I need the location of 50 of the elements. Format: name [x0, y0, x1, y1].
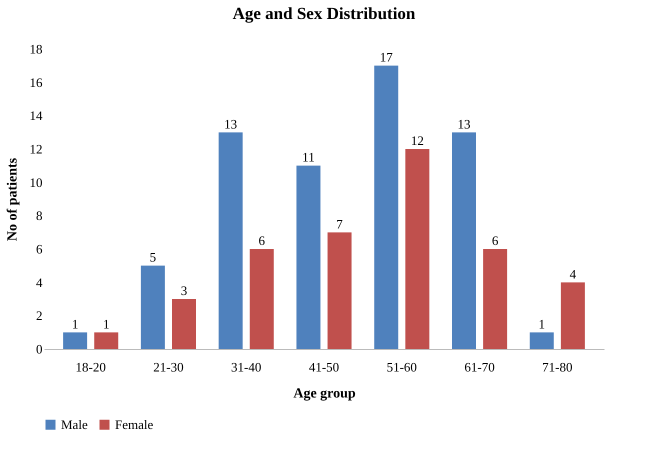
bar	[140, 266, 165, 349]
legend-label: Female	[115, 416, 154, 432]
bar	[405, 149, 430, 349]
data-label: 1	[102, 316, 110, 332]
y-tick-label: 12	[30, 142, 42, 156]
x-tick-label: 18-20	[75, 360, 106, 374]
y-tick-label: 18	[30, 42, 42, 56]
data-label: 1	[538, 316, 546, 332]
x-tick-label: 21-30	[153, 360, 184, 374]
x-tick-label: 51-60	[386, 360, 417, 374]
x-tick-label: 71-80	[542, 360, 573, 374]
data-label: 6	[258, 233, 266, 248]
y-tick-label: 14	[30, 108, 43, 124]
y-axis-title: No of patients	[6, 157, 20, 242]
y-tick-label: 16	[30, 74, 43, 90]
y-tick-label: 0	[36, 342, 42, 356]
bar	[483, 249, 508, 349]
data-label: 5	[150, 250, 156, 265]
bar	[172, 299, 196, 349]
bar	[63, 332, 88, 349]
bar	[374, 66, 398, 349]
data-label: 6	[492, 233, 499, 248]
data-label: 17	[380, 50, 394, 65]
x-tick-label: 41-50	[308, 360, 340, 374]
bar	[218, 132, 243, 349]
y-tick-label: 6	[36, 242, 43, 256]
data-label: 1	[72, 316, 78, 332]
data-label: 4	[570, 266, 577, 282]
x-axis-title: Age group	[293, 386, 356, 402]
data-label: 7	[336, 216, 344, 232]
bar	[296, 166, 320, 349]
data-label: 12	[410, 133, 424, 148]
y-tick-label: 2	[36, 308, 42, 324]
bar	[94, 332, 118, 349]
data-label: 13	[224, 116, 238, 132]
bar	[560, 282, 585, 349]
data-label: 3	[180, 283, 188, 298]
legend-label: Male	[61, 416, 88, 432]
bar	[328, 232, 352, 349]
bar	[250, 249, 274, 349]
y-tick-label: 10	[30, 174, 42, 190]
x-tick-label: 61-70	[464, 360, 495, 374]
data-label: 11	[302, 150, 315, 165]
y-tick-label: 8	[36, 208, 42, 224]
x-tick-label: 31-40	[231, 360, 262, 374]
bar	[530, 332, 554, 349]
y-tick-label: 4	[36, 274, 43, 290]
data-label: 13	[458, 116, 470, 132]
bar	[452, 132, 476, 349]
chart-title: Age and Sex Distribution	[232, 4, 416, 23]
